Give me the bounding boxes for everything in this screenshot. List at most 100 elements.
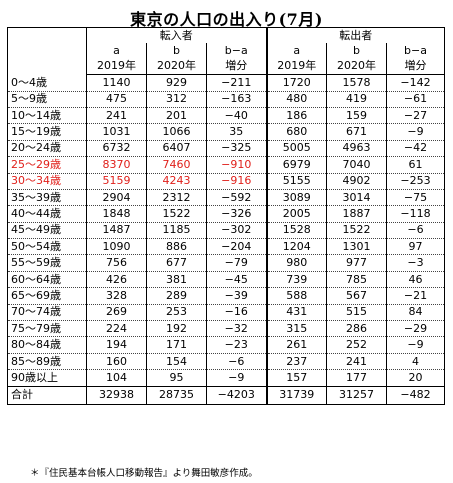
table-row: 15〜19歳 1031 1066 35 680 671 −9 [7, 123, 445, 141]
out-2019-cell: 739 [265, 270, 327, 288]
table-row: 35〜39歳 2904 2312 −592 3089 3014 −75 [7, 188, 445, 206]
out-diff-cell: −21 [386, 287, 445, 305]
row-label: 75〜79歳 [7, 320, 87, 337]
header-letter: b [146, 43, 207, 59]
total-out-a: 31739 [265, 385, 327, 405]
row-label: 85〜89歳 [7, 352, 87, 370]
in-diff-cell: −326 [205, 205, 267, 223]
header-year: 2020年 [146, 58, 207, 76]
row-label: 35〜39歳 [7, 188, 87, 206]
table-row: 85〜89歳 160 154 −6 237 241 4 [7, 352, 445, 370]
table-row: 0〜4歳 1140 929 −211 1720 1578 −142 [7, 74, 445, 92]
total-out-b: 31257 [326, 385, 387, 405]
header-letter: a [265, 43, 327, 59]
out-2019-cell: 3089 [265, 188, 327, 206]
header-letter: b [326, 43, 387, 59]
out-2020-cell: 286 [326, 320, 387, 337]
out-2020-cell: 1522 [326, 221, 387, 239]
out-diff-cell: −42 [386, 139, 445, 157]
out-2019-cell: 480 [265, 90, 327, 108]
out-2019-cell: 237 [265, 352, 327, 370]
in-2019-cell: 426 [86, 270, 147, 288]
in-2020-cell: 312 [146, 90, 207, 108]
row-label: 10〜14歳 [7, 106, 87, 124]
in-2019-cell: 328 [86, 287, 147, 305]
total-out-diff: −482 [386, 385, 445, 405]
out-diff-cell: −9 [386, 336, 445, 354]
out-2020-cell: 177 [326, 369, 387, 387]
header-group-row: 転入者 転出者 [7, 27, 445, 75]
total-in-diff: −4203 [205, 385, 267, 405]
in-diff-cell: 35 [205, 123, 267, 141]
out-diff-cell: −75 [386, 188, 445, 206]
out-2020-cell: 671 [326, 123, 387, 141]
out-2020-cell: 3014 [326, 188, 387, 206]
out-diff-cell: −9 [386, 123, 445, 141]
in-2019-cell: 475 [86, 90, 147, 108]
in-2019-cell: 2904 [86, 188, 147, 206]
row-label: 5〜9歳 [7, 90, 87, 108]
header-transfer-in: 転入者 [85, 27, 267, 44]
in-2019-cell: 1031 [86, 123, 147, 141]
row-label: 25〜29歳 [7, 156, 87, 174]
out-2019-cell: 5005 [265, 139, 327, 157]
in-2020-cell: 929 [146, 74, 207, 92]
out-2019-cell: 1528 [265, 221, 327, 239]
in-diff-cell: −592 [205, 188, 267, 206]
out-2020-cell: 159 [326, 106, 387, 124]
header-corner [7, 27, 87, 75]
out-2019-cell: 1720 [265, 74, 327, 92]
in-2019-cell: 241 [86, 106, 147, 124]
header-year: 2019年 [86, 58, 147, 76]
out-diff-cell: 97 [386, 238, 445, 255]
out-2020-cell: 4902 [326, 172, 387, 190]
in-2019-cell: 5159 [86, 172, 147, 190]
table-row: 25〜29歳 8370 7460 −910 6979 7040 61 [7, 156, 445, 174]
out-diff-cell: 4 [386, 352, 445, 370]
table-row: 40〜44歳 1848 1522 −326 2005 1887 −118 [7, 205, 445, 223]
in-2019-cell: 1140 [86, 74, 147, 92]
out-2020-cell: 252 [326, 336, 387, 354]
in-2020-cell: 1522 [146, 205, 207, 223]
table-row: 90歳以上 104 95 −9 157 177 20 [7, 369, 445, 387]
table-row: 60〜64歳 426 381 −45 739 785 46 [7, 270, 445, 288]
in-2019-cell: 8370 [86, 156, 147, 174]
out-diff-cell: −118 [386, 205, 445, 223]
row-label: 90歳以上 [7, 369, 87, 387]
in-2020-cell: 886 [146, 238, 207, 255]
out-2019-cell: 6979 [265, 156, 327, 174]
in-diff-cell: −302 [205, 221, 267, 239]
out-2020-cell: 419 [326, 90, 387, 108]
out-2019-cell: 980 [265, 254, 327, 272]
in-diff-cell: −163 [205, 90, 267, 108]
out-2020-cell: 241 [326, 352, 387, 370]
in-2019-cell: 104 [86, 369, 147, 387]
row-label: 60〜64歳 [7, 270, 87, 288]
out-diff-cell: −27 [386, 106, 445, 124]
total-in-b: 28735 [146, 385, 207, 405]
out-2019-cell: 680 [265, 123, 327, 141]
in-2019-cell: 1848 [86, 205, 147, 223]
in-2019-cell: 756 [86, 254, 147, 272]
header-year: 2020年 [326, 58, 387, 76]
in-diff-cell: −204 [205, 238, 267, 255]
total-in-a: 32938 [86, 385, 147, 405]
in-diff-cell: −325 [205, 139, 267, 157]
in-2019-cell: 1487 [86, 221, 147, 239]
out-diff-cell: 20 [386, 369, 445, 387]
out-2019-cell: 2005 [265, 205, 327, 223]
out-2019-cell: 186 [265, 106, 327, 124]
header-letter: b−a [205, 43, 267, 59]
out-2019-cell: 261 [265, 336, 327, 354]
in-diff-cell: −16 [205, 303, 267, 321]
in-2020-cell: 2312 [146, 188, 207, 206]
out-2019-cell: 5155 [265, 172, 327, 190]
header-letter-row: a b b−a a b b−a [8, 43, 445, 59]
in-2020-cell: 7460 [146, 156, 207, 174]
row-label: 65〜69歳 [7, 287, 87, 305]
page-title: 東京の人口の出入り(7月) [130, 10, 323, 29]
out-2020-cell: 567 [326, 287, 387, 305]
row-label: 50〜54歳 [7, 238, 87, 255]
out-diff-cell: 46 [386, 270, 445, 288]
table-row: 20〜24歳 6732 6407 −325 5005 4963 −42 [7, 139, 445, 157]
